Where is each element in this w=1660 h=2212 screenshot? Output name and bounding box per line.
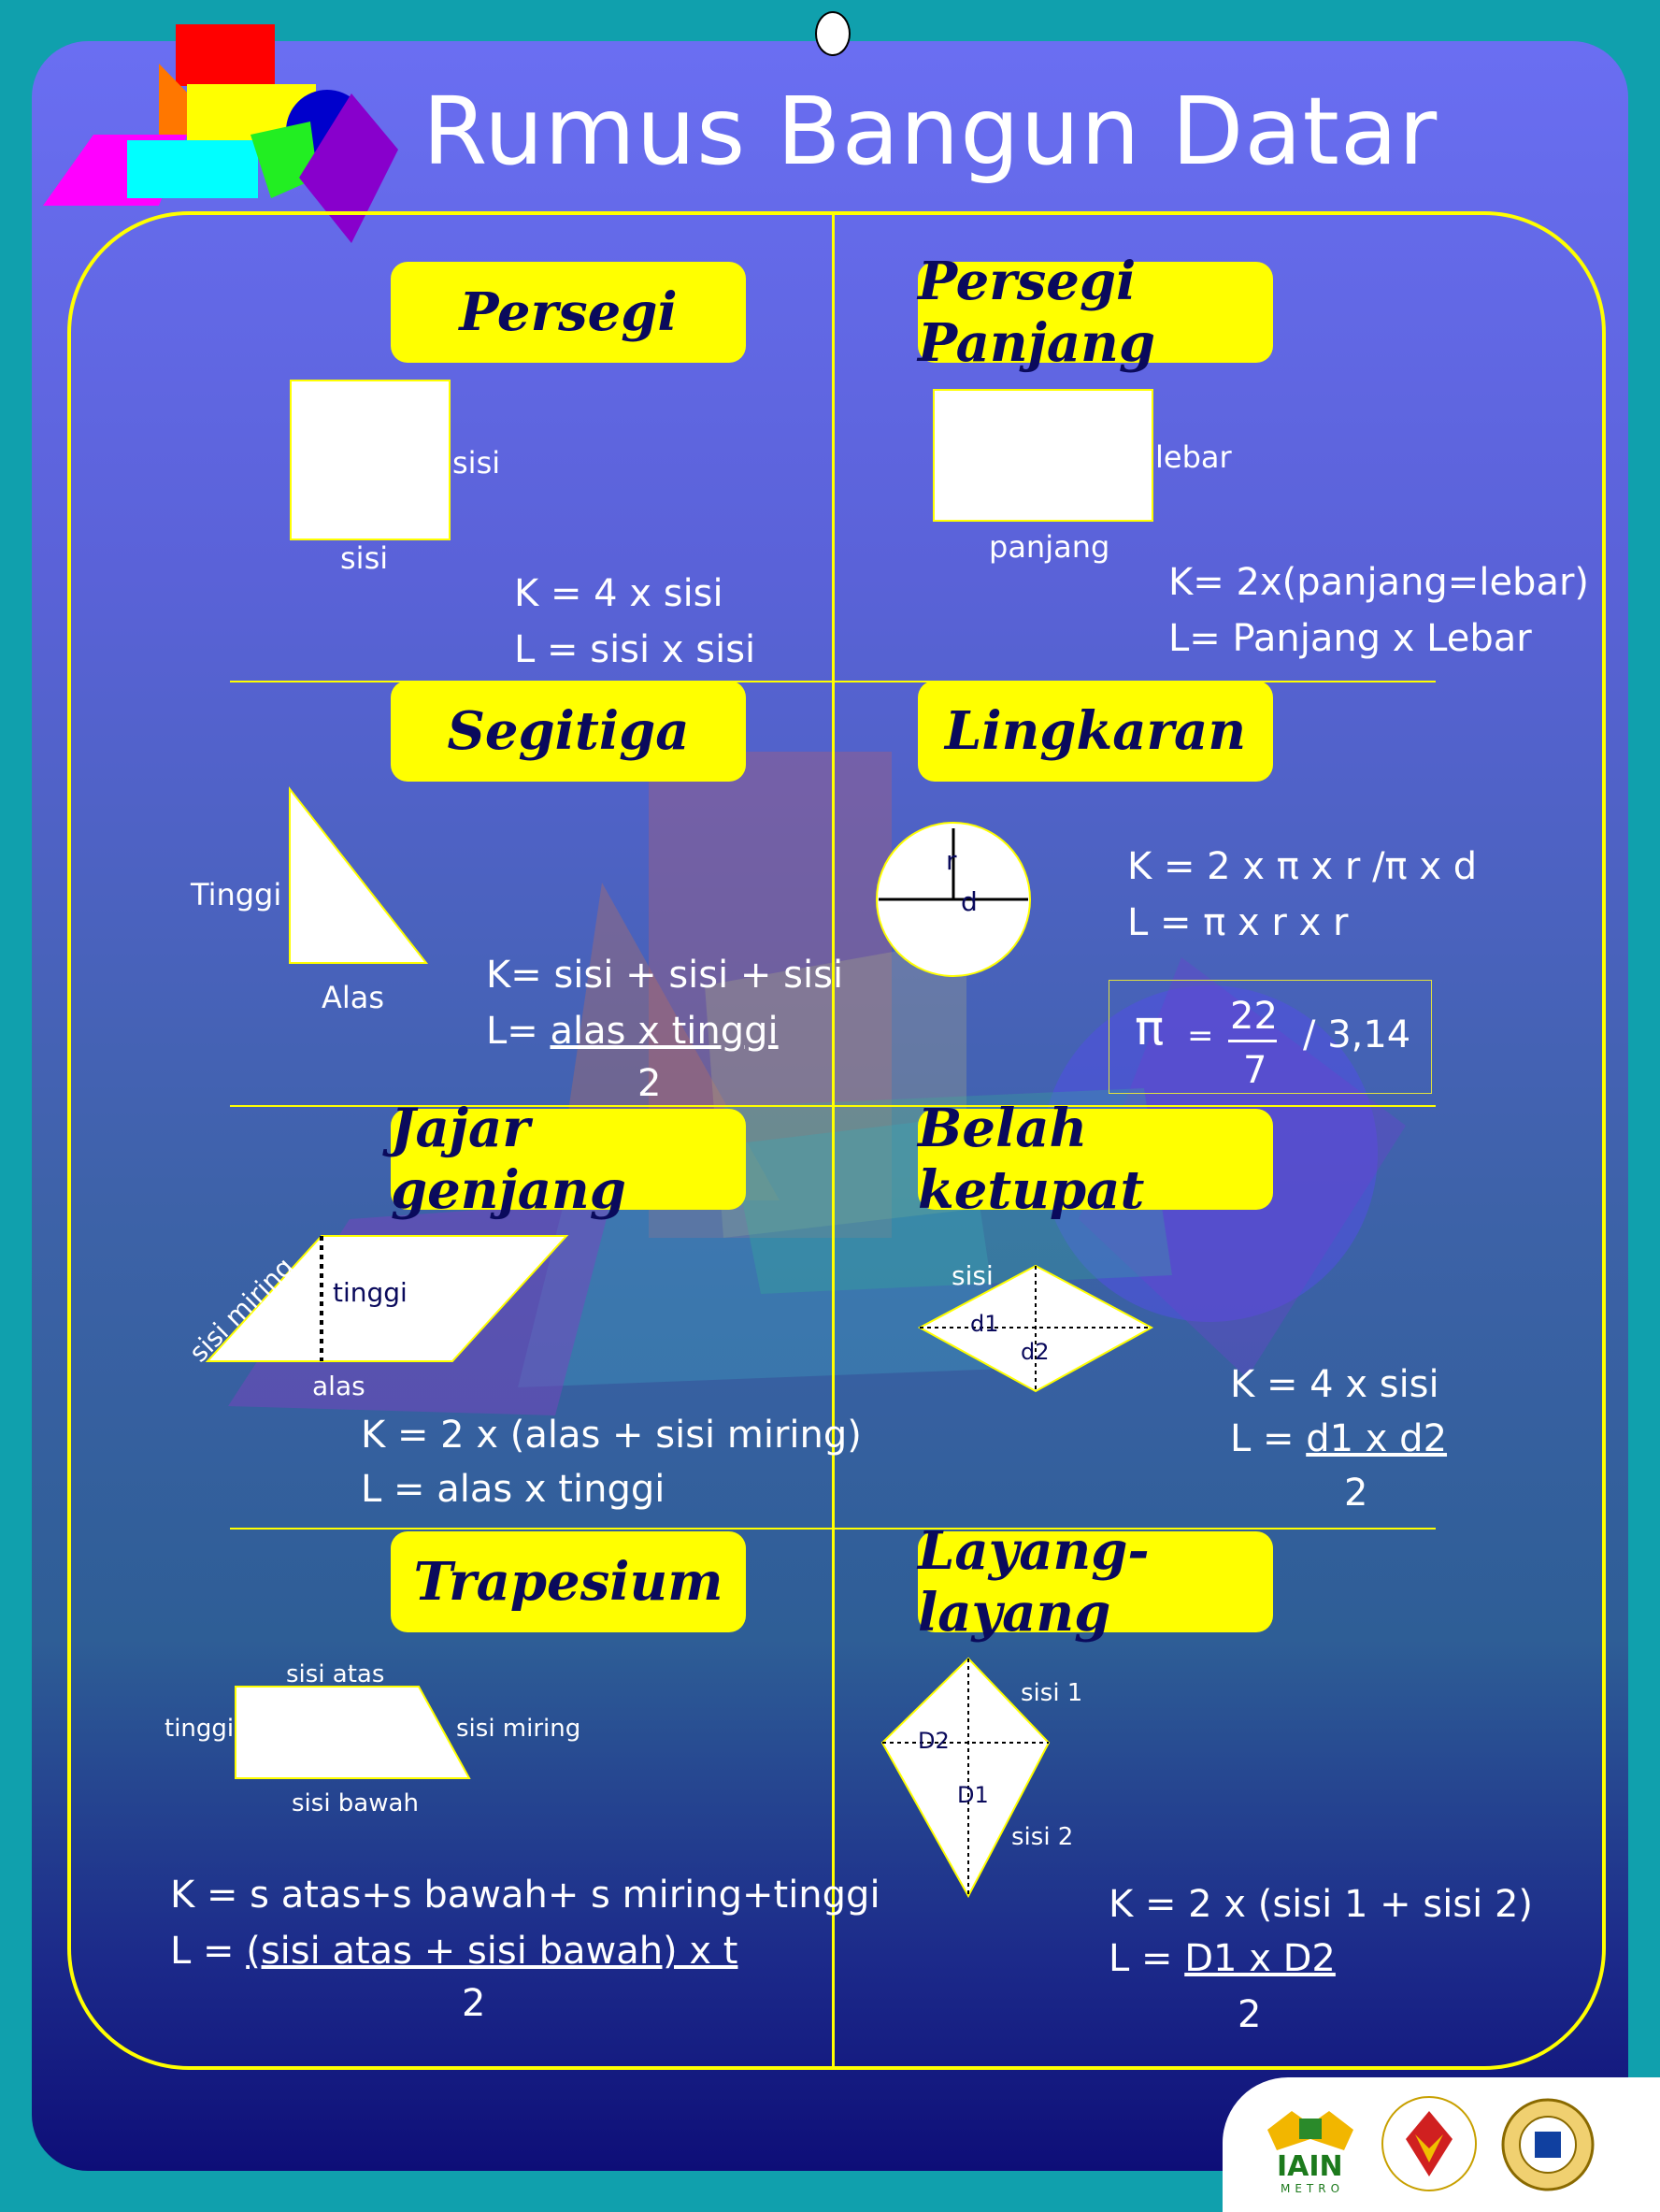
heading-persegi: Persegi	[391, 262, 746, 363]
trapesium-area-formula: L = (sisi atas + sisi bawah) x t	[170, 1930, 738, 1973]
iain-logo-subtext: METRO	[1281, 2182, 1345, 2195]
rhombus-d2-label: d2	[1021, 1339, 1050, 1365]
belah-ketupat-area-denominator: 2	[1344, 1472, 1368, 1515]
parallelogram-height-label: tinggi	[333, 1277, 408, 1308]
jajar-genjang-area-formula: L = alas x tinggi	[361, 1468, 665, 1511]
hanger-hole	[815, 11, 851, 56]
heading-lingkaran: Lingkaran	[918, 681, 1273, 782]
kite-D1-label: D1	[957, 1782, 989, 1808]
segitiga-perimeter-formula: K= sisi + sisi + sisi	[486, 954, 844, 997]
lingkaran-area-formula: L = π x r x r	[1127, 901, 1349, 944]
rhombus-side-label: sisi	[952, 1260, 994, 1291]
heading-segitiga: Segitiga	[391, 681, 746, 782]
triangle-height-label: Tinggi	[191, 877, 282, 912]
kite-shape	[880, 1657, 1051, 1899]
content-board	[67, 211, 1606, 2070]
layang-layang-perimeter-formula: K = 2 x (sisi 1 + sisi 2)	[1109, 1883, 1534, 1926]
pi-fraction-numerator: 22	[1230, 995, 1278, 1038]
center-divider	[832, 211, 835, 2066]
page-title: Rumus Bangun Datar	[422, 77, 1438, 186]
parallelogram-base-label: alas	[312, 1371, 365, 1401]
row-divider-1	[230, 681, 1436, 682]
square-shape	[290, 380, 451, 540]
pi-decimal: / 3,14	[1303, 1013, 1411, 1056]
iain-logo-icon	[1267, 2111, 1353, 2150]
square-side-label: sisi	[452, 445, 501, 481]
trapezoid-top-label: sisi atas	[286, 1660, 385, 1688]
pi-fraction-denominator: 7	[1243, 1049, 1267, 1092]
department-emblem-icon	[1381, 2096, 1477, 2191]
square-bottom-label: sisi	[340, 540, 389, 576]
triangle-base-label: Alas	[322, 980, 385, 1015]
pi-symbol: π	[1135, 1000, 1165, 1056]
heading-belah-ketupat: Belah ketupat	[918, 1098, 1273, 1221]
segitiga-area-formula: L= alas x tinggi	[486, 1010, 779, 1053]
layang-layang-area-denominator: 2	[1238, 1993, 1262, 2036]
rectangle-width-label: lebar	[1155, 439, 1232, 475]
trapezoid-bottom-label: sisi bawah	[292, 1789, 419, 1817]
trapesium-perimeter-formula: K = s atas+s bawah+ s miring+tinggi	[170, 1874, 880, 1917]
layang-layang-area-formula: L = D1 x D2	[1109, 1937, 1336, 1980]
heading-layang-layang: Layang-layang	[918, 1520, 1273, 1644]
circle-radius-label: r	[946, 845, 957, 876]
rectangle-length-label: panjang	[989, 529, 1110, 565]
pi-fraction-bar	[1228, 1040, 1277, 1042]
rhombus-shape	[917, 1264, 1154, 1393]
heading-persegi-panjang: Persegi Panjang	[918, 251, 1273, 374]
persegi-perimeter-formula: K = 4 x sisi	[514, 572, 723, 615]
parallelogram-shape	[205, 1235, 569, 1362]
circle-shape	[876, 822, 1031, 977]
lingkaran-perimeter-formula: K = 2 x π x r /π x d	[1127, 845, 1478, 888]
jajar-genjang-perimeter-formula: K = 2 x (alas + sisi miring)	[361, 1414, 862, 1457]
kite-D2-label: D2	[918, 1728, 950, 1754]
belah-ketupat-area-formula: L = d1 x d2	[1230, 1417, 1448, 1460]
geometric-shapes-icon	[43, 24, 398, 243]
rectangle-shape	[933, 389, 1153, 522]
row-divider-2	[230, 1105, 1436, 1107]
segitiga-area-denominator: 2	[637, 1062, 662, 1105]
kite-side1-label: sisi 1	[1021, 1679, 1083, 1707]
iain-logo-text: IAIN	[1277, 2150, 1343, 2183]
trapezoid-height-label: tinggi	[165, 1715, 235, 1743]
pi-equals: =	[1187, 1017, 1214, 1055]
heading-trapesium: Trapesium	[391, 1531, 746, 1632]
triangle-shape	[289, 786, 429, 964]
trapezoid-shape	[235, 1686, 471, 1779]
circle-diameter-label: d	[961, 886, 978, 917]
persegi-panjang-perimeter-formula: K= 2x(panjang=lebar)	[1168, 561, 1589, 604]
trapezoid-slant-label: sisi miring	[456, 1715, 581, 1743]
heading-jajar-genjang: Jajar genjang	[391, 1098, 746, 1221]
rhombus-d1-label: d1	[970, 1311, 999, 1337]
pi-value-box	[1109, 980, 1432, 1094]
trapesium-area-denominator: 2	[462, 1982, 486, 2025]
logo-strip: IAIN METRO	[1223, 2077, 1660, 2212]
persegi-area-formula: L = sisi x sisi	[514, 628, 756, 671]
belah-ketupat-perimeter-formula: K = 4 x sisi	[1230, 1363, 1439, 1406]
kite-side2-label: sisi 2	[1011, 1823, 1074, 1851]
persegi-panjang-area-formula: L= Panjang x Lebar	[1168, 617, 1532, 660]
student-association-emblem-icon	[1501, 2098, 1595, 2191]
row-divider-3	[230, 1528, 1436, 1530]
